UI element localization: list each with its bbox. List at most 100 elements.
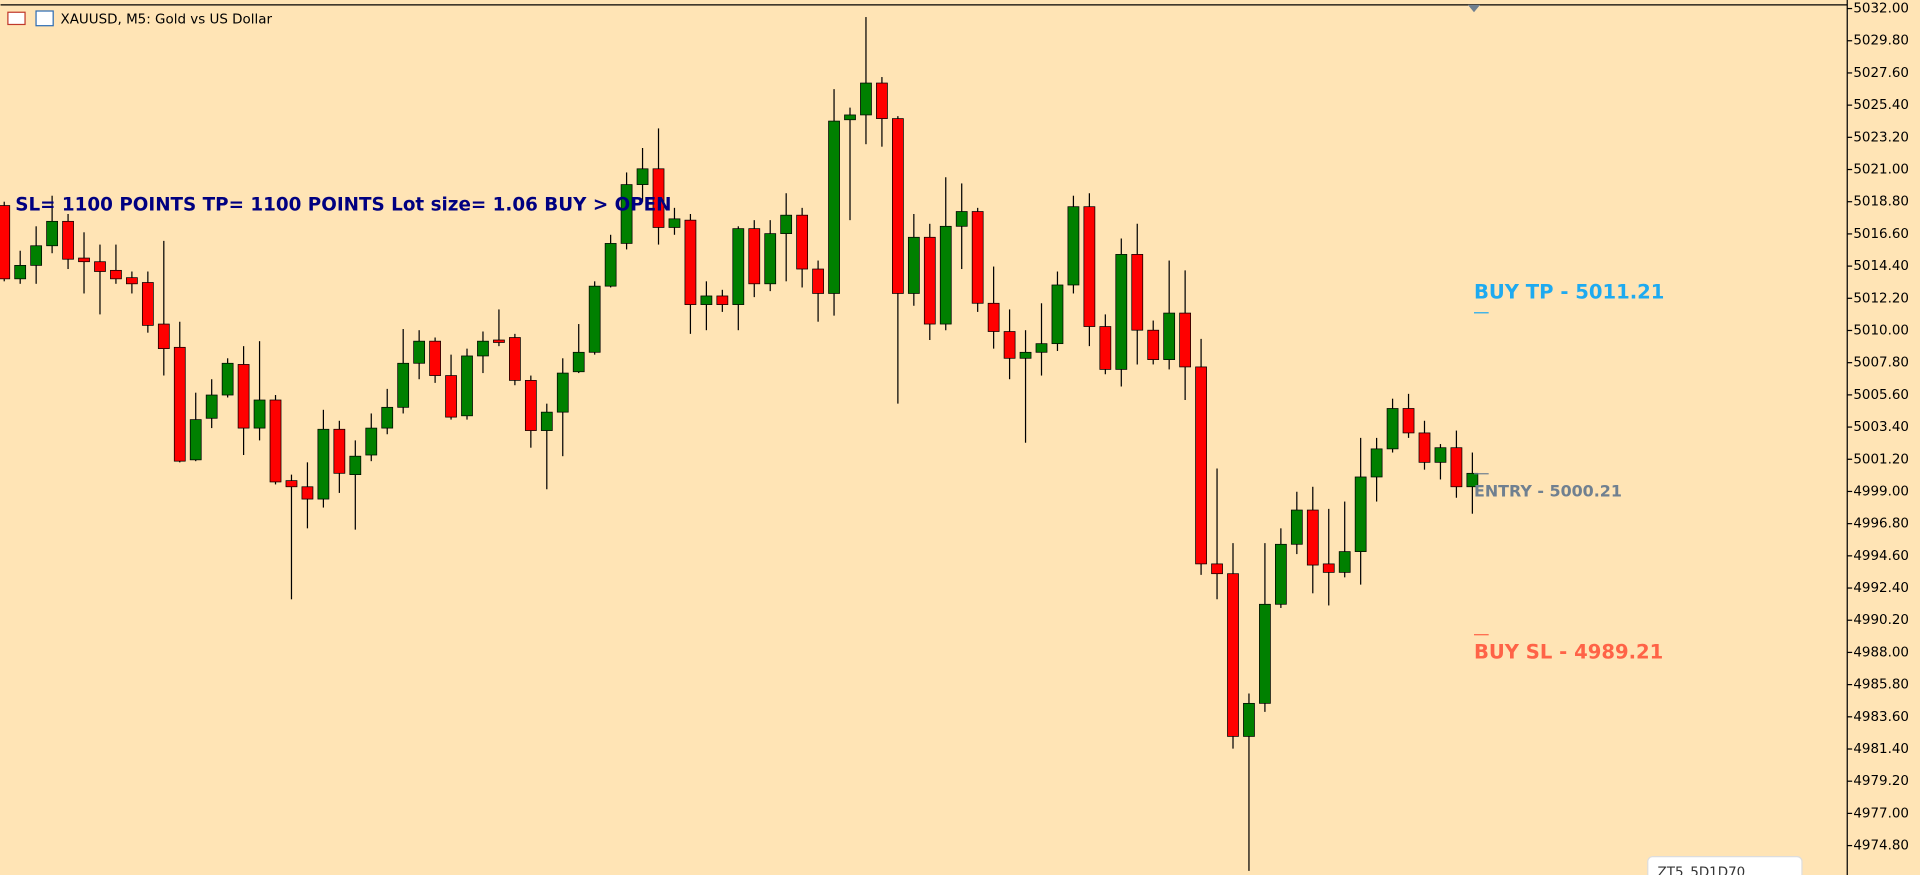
- candle-body: [1418, 432, 1431, 463]
- candle-body: [477, 340, 489, 357]
- candle-body: [556, 372, 569, 413]
- candle-body: [62, 220, 74, 260]
- y-tick-label: 5016.60: [1853, 227, 1909, 242]
- chart-title: XAUUSD, M5: Gold vs US Dollar: [61, 13, 273, 28]
- candle-body: [126, 277, 138, 285]
- candle-body: [1115, 254, 1128, 370]
- candle-body: [173, 346, 186, 462]
- candle-body: [1370, 448, 1383, 478]
- candle-body: [604, 243, 617, 287]
- candle-body: [1274, 543, 1287, 605]
- candle-body: [509, 337, 521, 381]
- y-tick-label: 5001.20: [1853, 452, 1909, 467]
- candles: [0, 17, 1479, 871]
- candle-body: [971, 211, 984, 304]
- y-tick-label: 4983.60: [1853, 710, 1909, 725]
- candle-body: [78, 257, 90, 263]
- candle-body: [349, 455, 362, 475]
- candle-body: [110, 269, 122, 280]
- candle-body: [572, 351, 585, 373]
- candle-body: [828, 120, 840, 294]
- candle-body: [1083, 206, 1096, 327]
- level-label: BUY TP - 5011.21: [1474, 281, 1664, 304]
- candle-body: [221, 362, 234, 396]
- candle-body: [1067, 206, 1080, 286]
- candle-body: [764, 233, 777, 285]
- candle-body: [429, 340, 441, 376]
- candle-body: [94, 261, 106, 272]
- candle-body: [1402, 408, 1415, 434]
- y-tick-label: 5007.80: [1853, 356, 1909, 371]
- badge-box: [1647, 856, 1803, 875]
- y-tick-label: 5014.40: [1853, 259, 1909, 274]
- level-label: BUY SL - 4989.21: [1474, 641, 1663, 664]
- candle-body: [1051, 284, 1064, 345]
- y-tick-label: 4979.20: [1853, 774, 1909, 789]
- y-tick-label: 4992.40: [1853, 581, 1909, 596]
- candle-body: [668, 218, 681, 228]
- y-tick-label: 5010.00: [1853, 323, 1909, 338]
- y-tick-label: 5027.60: [1853, 66, 1909, 81]
- candle-body: [955, 211, 968, 227]
- y-tick-label: 4999.00: [1853, 484, 1909, 499]
- candle-body: [1163, 312, 1176, 360]
- candle-body: [1434, 447, 1447, 463]
- y-tick-label: 4996.80: [1853, 517, 1909, 532]
- candle-body: [30, 245, 43, 266]
- candle-body: [493, 339, 505, 343]
- candle-body: [620, 184, 633, 244]
- candle-body: [812, 268, 824, 294]
- y-tick-label: 4985.80: [1853, 678, 1909, 693]
- candle-body: [205, 394, 218, 419]
- candle-body: [716, 295, 729, 305]
- marker: [1467, 4, 1481, 13]
- candle-body: [1019, 351, 1032, 359]
- candle-body: [1354, 476, 1367, 552]
- candle-body: [700, 295, 713, 305]
- annotation: SL= 1100 POINTS TP= 1100 POINTS Lot size…: [15, 195, 671, 216]
- candle-body: [684, 219, 697, 305]
- candle-body: [540, 411, 553, 431]
- candle-body: [588, 285, 601, 353]
- y-tick-label: 4994.60: [1853, 549, 1909, 564]
- y-tick-label: 5018.80: [1853, 195, 1909, 210]
- candle-body: [317, 428, 330, 500]
- candle-body: [461, 355, 473, 417]
- candle-body: [636, 168, 649, 185]
- candle-body: [1466, 472, 1479, 488]
- candle-body: [1003, 331, 1016, 359]
- y-tick-label: 5023.20: [1853, 130, 1909, 145]
- candle-body: [1131, 254, 1144, 331]
- candle-body: [987, 302, 1000, 332]
- candle-body: [14, 265, 27, 280]
- candle-body: [1322, 563, 1335, 573]
- candle-body: [844, 114, 856, 121]
- y-tick-label: 5005.60: [1853, 388, 1909, 403]
- y-tick-label: 5003.40: [1853, 420, 1909, 435]
- candle-body: [1227, 573, 1239, 737]
- candle-body: [269, 399, 282, 483]
- candle-body: [1211, 563, 1223, 575]
- candle-body: [1035, 343, 1048, 353]
- candle-body: [285, 480, 298, 488]
- y-tick-label: 4977.00: [1853, 806, 1909, 821]
- candle-body: [1099, 326, 1112, 370]
- candle-body: [1259, 603, 1271, 704]
- candle-body: [1243, 702, 1255, 737]
- candle-body: [237, 364, 250, 429]
- y-tick-label: 4974.80: [1853, 839, 1909, 854]
- candle-body: [939, 225, 952, 325]
- candle-body: [46, 220, 58, 247]
- candle-body: [253, 399, 266, 429]
- candle-body: [1147, 329, 1160, 360]
- y-tick-label: 4990.20: [1853, 613, 1909, 628]
- candle-body: [413, 340, 426, 364]
- y-tick-label: 4988.00: [1853, 645, 1909, 660]
- level-label: ENTRY - 5000.21: [1474, 482, 1622, 501]
- y-tick-label: 5012.20: [1853, 291, 1909, 306]
- window-icons: [7, 10, 54, 27]
- candle-body: [0, 205, 11, 280]
- candle-body: [860, 82, 872, 116]
- candle-body: [907, 236, 920, 294]
